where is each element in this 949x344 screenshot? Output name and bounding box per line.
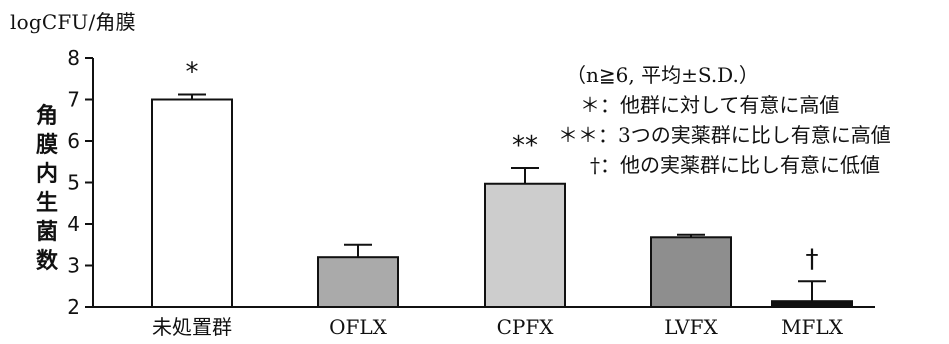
bar (317, 256, 399, 309)
y-tick-label: 5 (67, 171, 80, 195)
y-tick-label: 3 (67, 254, 80, 278)
significance-mark: ** (512, 131, 538, 161)
y-tick-label: 2 (67, 295, 80, 319)
legend-line-stats: （n≧6, 平均±S.D.） (566, 63, 759, 87)
legend-line-double-asterisk: ＊＊：3つの実薬群に比し有意に高値 (558, 123, 891, 147)
bar (650, 236, 732, 308)
legend-line-single-asterisk: ＊：他群に対して有意に高値 (580, 93, 840, 117)
x-tick-label: 未処置群 (152, 315, 232, 339)
bar (484, 182, 566, 308)
bar (151, 98, 233, 308)
x-tick-labels: 未処置群 OFLX CPFX LVFX MFLX (152, 315, 844, 339)
x-tick-label: CPFX (497, 315, 555, 339)
y-axis-label: 角膜内生菌数 (35, 104, 58, 274)
legend-notes: （n≧6, 平均±S.D.） ＊：他群に対して有意に高値 ＊＊：3つの実薬群に比… (548, 60, 948, 180)
y-tick-label: 8 (67, 46, 80, 70)
y-tick-label: 6 (67, 129, 80, 153)
x-tick-label: MFLX (781, 315, 844, 339)
y-tick-label: 4 (67, 212, 80, 236)
y-unit-label: logCFU/角膜 (10, 10, 136, 34)
legend-line-dagger: †：他の実薬群に比し有意に低値 (590, 153, 880, 177)
bars (151, 98, 853, 309)
y-ticks: 2 3 4 5 6 7 8 (67, 46, 93, 319)
bar (771, 300, 853, 309)
x-tick-label: OFLX (329, 315, 388, 339)
significance-annotations: ***† (186, 58, 819, 275)
significance-mark: † (806, 244, 819, 274)
significance-mark: * (186, 58, 199, 88)
x-tick-label: LVFX (664, 315, 718, 339)
y-tick-label: 7 (67, 88, 80, 112)
error-bars (178, 93, 826, 302)
